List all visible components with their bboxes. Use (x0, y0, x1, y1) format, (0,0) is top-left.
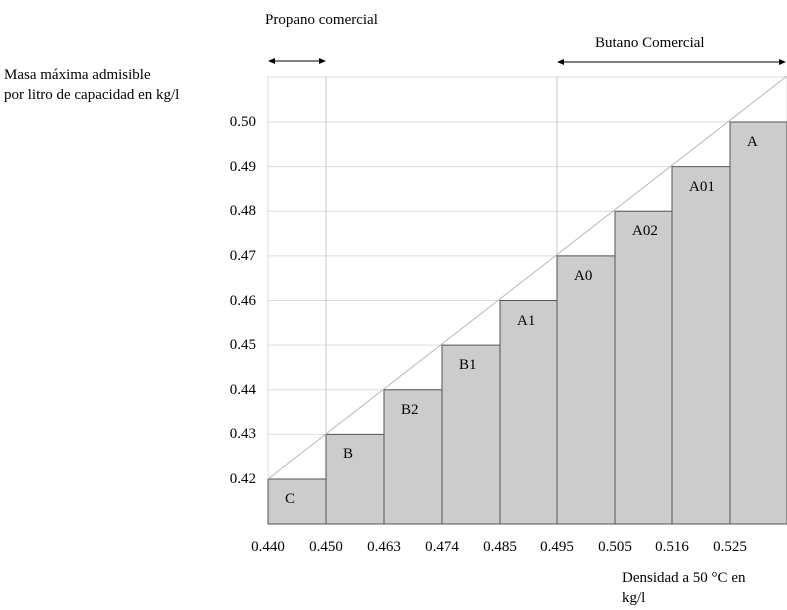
y-tick-label: 0.46 (229, 292, 256, 309)
y-tick-label: 0.47 (229, 247, 256, 264)
bar-label-a0: A0 (574, 267, 593, 284)
x-tick-label: 0.463 (367, 539, 401, 555)
bar-label-a01: A01 (689, 178, 715, 195)
bar-label-b1: B1 (459, 357, 477, 374)
range-label-butano: Butano Comercial (595, 35, 705, 51)
range-arrows (268, 58, 786, 65)
diagonal-line (267, 75, 787, 480)
y-tick-label: 0.43 (229, 426, 256, 443)
bar-a01 (671, 166, 731, 525)
x-tick-label: 0.450 (309, 539, 343, 555)
range-arrow-butano (557, 59, 786, 65)
bar-label-a02: A02 (632, 223, 658, 240)
bar-b2 (383, 389, 443, 525)
bar-label-c: C (285, 491, 296, 507)
bar-a02 (614, 210, 673, 525)
y-tick-label: 0.42 (229, 471, 256, 487)
x-axis-label: Densidad a 50 °C en kg/l (622, 570, 746, 606)
x-tick-label: 0.440 (251, 539, 285, 555)
bar-a (729, 121, 787, 525)
x-tick-label: 0.505 (598, 539, 632, 555)
y-tick-label: 0.49 (229, 158, 256, 175)
bar-b1 (441, 344, 501, 525)
bar-b (325, 433, 385, 525)
bar-label-a1: A1 (517, 312, 536, 329)
x-tick-label: 0.525 (713, 539, 747, 555)
bar-label-b: B (343, 446, 354, 463)
bar-label-a: A (747, 134, 758, 150)
y-tick-label: 0.48 (229, 203, 256, 220)
bar-label-b2: B2 (401, 401, 419, 418)
x-tick-label: 0.485 (483, 539, 517, 555)
y-tick-label: 0.45 (229, 337, 256, 354)
chart-bars (267, 121, 787, 525)
range-arrow-propano (268, 58, 326, 64)
y-tick-label: 0.44 (229, 381, 256, 398)
x-tick-label: 0.516 (655, 539, 689, 555)
bar-c (267, 478, 327, 525)
y-tick-label: 0.50 (229, 114, 256, 130)
bar-a0 (556, 255, 616, 525)
bar-a1 (499, 300, 558, 525)
y-axis-label: Masa máxima admisible por litro de capac… (4, 67, 180, 103)
x-tick-label: 0.495 (540, 539, 574, 555)
x-tick-label: 0.474 (425, 539, 459, 555)
range-label-propano: Propano comercial (265, 12, 378, 28)
